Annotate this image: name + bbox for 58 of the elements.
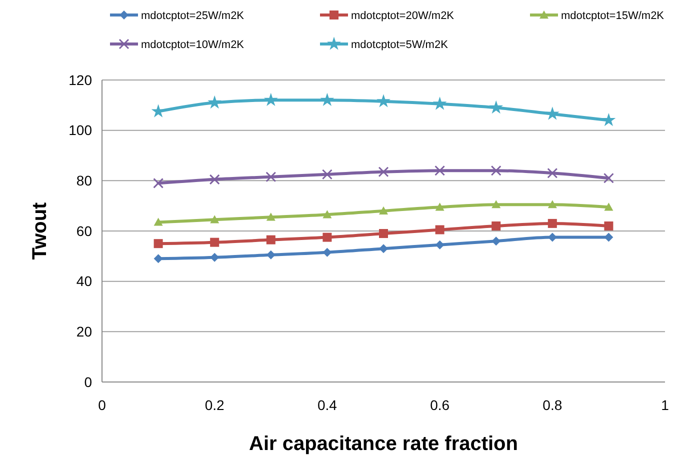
- point: [492, 221, 501, 230]
- point: [492, 200, 501, 208]
- point: [490, 165, 502, 176]
- x-tick-label: 0.4: [317, 397, 338, 413]
- point: [604, 221, 614, 230]
- x-tick-label: 0.6: [430, 397, 450, 413]
- point: [208, 95, 222, 109]
- point: [154, 239, 163, 248]
- point: [210, 238, 220, 247]
- x-tick-label: 1: [661, 397, 670, 413]
- y-tick-label: 120: [68, 72, 92, 88]
- point: [548, 218, 557, 228]
- y-tick-label: 20: [76, 324, 92, 340]
- point: [489, 100, 504, 114]
- y-tick-label: 80: [76, 172, 92, 189]
- point: [322, 232, 332, 242]
- point: [322, 169, 332, 180]
- point: [264, 92, 278, 106]
- legend-label: mdotcptot=25W/m2K: [141, 10, 245, 22]
- point: [320, 92, 334, 106]
- point: [435, 202, 444, 211]
- legend-label: mdotcptot=10W/m2K: [141, 38, 245, 51]
- y-tick-label: 40: [76, 273, 92, 290]
- point: [435, 240, 444, 250]
- point: [602, 112, 616, 126]
- point: [548, 200, 557, 208]
- legend-label: mdotcptot=15W/m2K: [561, 10, 665, 22]
- point: [209, 174, 220, 185]
- point: [432, 96, 447, 110]
- point: [210, 215, 220, 224]
- point: [153, 178, 164, 188]
- point: [379, 244, 388, 254]
- point: [435, 225, 444, 234]
- point: [376, 94, 390, 108]
- point: [434, 165, 446, 176]
- point: [547, 168, 558, 178]
- point: [322, 210, 332, 218]
- point: [379, 229, 388, 238]
- legend-label: mdotcptot=5W/m2K: [351, 38, 449, 51]
- point: [379, 206, 388, 214]
- x-tick-label: 0.2: [204, 397, 225, 413]
- point: [603, 172, 614, 184]
- x-tick-label: 0.8: [542, 397, 562, 413]
- y-tick-label: 60: [76, 222, 92, 239]
- y-tick-label: 100: [68, 122, 92, 138]
- y-tick-label: 0: [84, 374, 92, 390]
- point: [604, 202, 614, 211]
- point: [545, 106, 560, 120]
- legend-label: mdotcptot=20W/m2K: [351, 10, 455, 22]
- x-tick-label: 0: [98, 397, 106, 413]
- point: [266, 235, 276, 244]
- point: [492, 236, 501, 246]
- point: [266, 212, 276, 221]
- point: [154, 218, 163, 226]
- point: [266, 172, 276, 182]
- point: [378, 166, 389, 178]
- y-axis-title: Twout: [29, 202, 51, 260]
- x-axis-title: Air capacitance rate fraction: [249, 433, 518, 455]
